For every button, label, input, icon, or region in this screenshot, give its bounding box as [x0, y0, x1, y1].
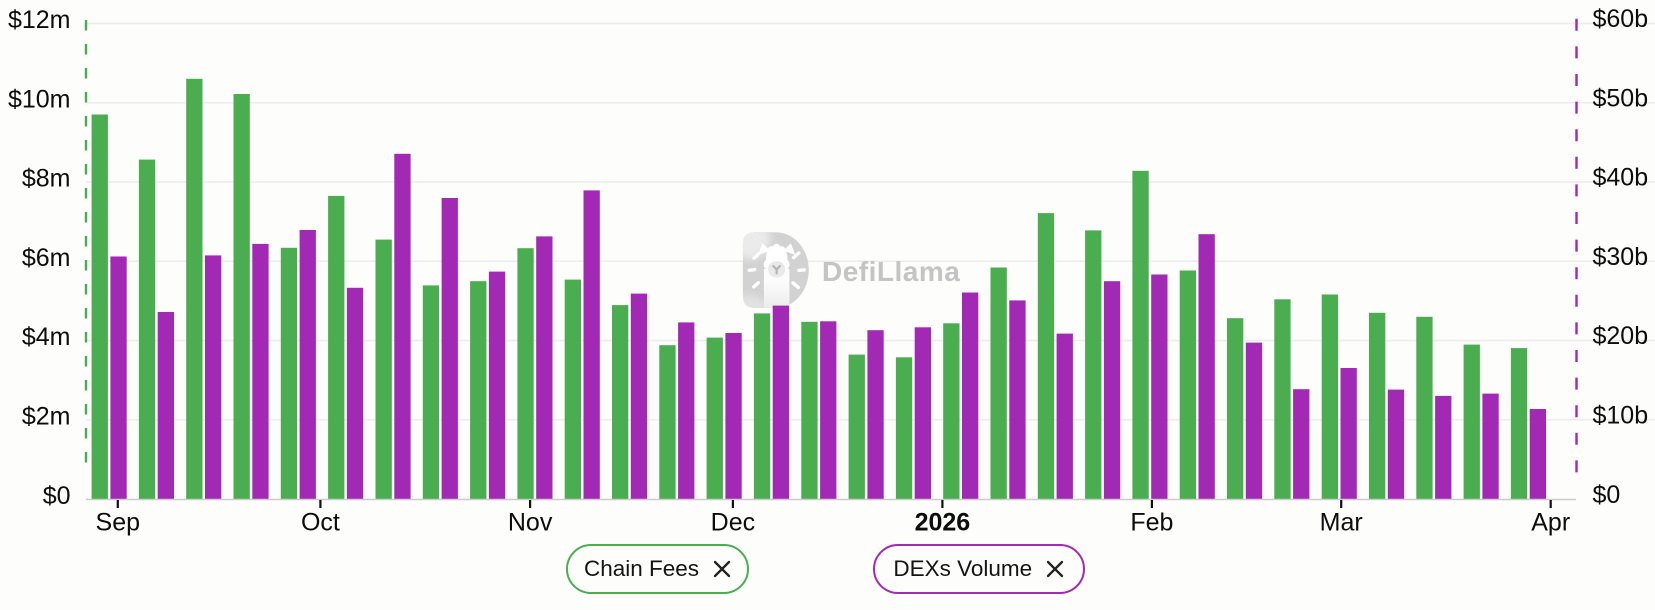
svg-text:$40b: $40b [1593, 164, 1649, 192]
svg-text:DefiLlama: DefiLlama [822, 256, 960, 287]
svg-text:$2m: $2m [22, 402, 71, 430]
svg-text:Nov: Nov [508, 509, 553, 537]
svg-text:$30b: $30b [1593, 243, 1649, 271]
svg-text:$8m: $8m [22, 165, 71, 193]
svg-text:$4m: $4m [22, 323, 71, 351]
svg-text:$6m: $6m [22, 244, 71, 272]
svg-text:Sep: Sep [96, 509, 140, 537]
svg-text:Apr: Apr [1531, 509, 1570, 537]
svg-text:2026: 2026 [915, 509, 971, 537]
svg-text:Oct: Oct [301, 509, 340, 537]
svg-text:$60b: $60b [1593, 5, 1649, 33]
svg-text:$10b: $10b [1593, 401, 1649, 429]
svg-text:$0: $0 [1593, 481, 1621, 509]
svg-text:Mar: Mar [1320, 509, 1363, 537]
svg-text:Feb: Feb [1130, 509, 1173, 537]
svg-text:$0: $0 [43, 482, 71, 510]
svg-text:$20b: $20b [1593, 322, 1649, 350]
svg-text:$12m: $12m [8, 6, 71, 34]
svg-text:Dec: Dec [711, 509, 755, 537]
svg-text:$50b: $50b [1593, 84, 1649, 112]
svg-text:$10m: $10m [8, 85, 71, 113]
